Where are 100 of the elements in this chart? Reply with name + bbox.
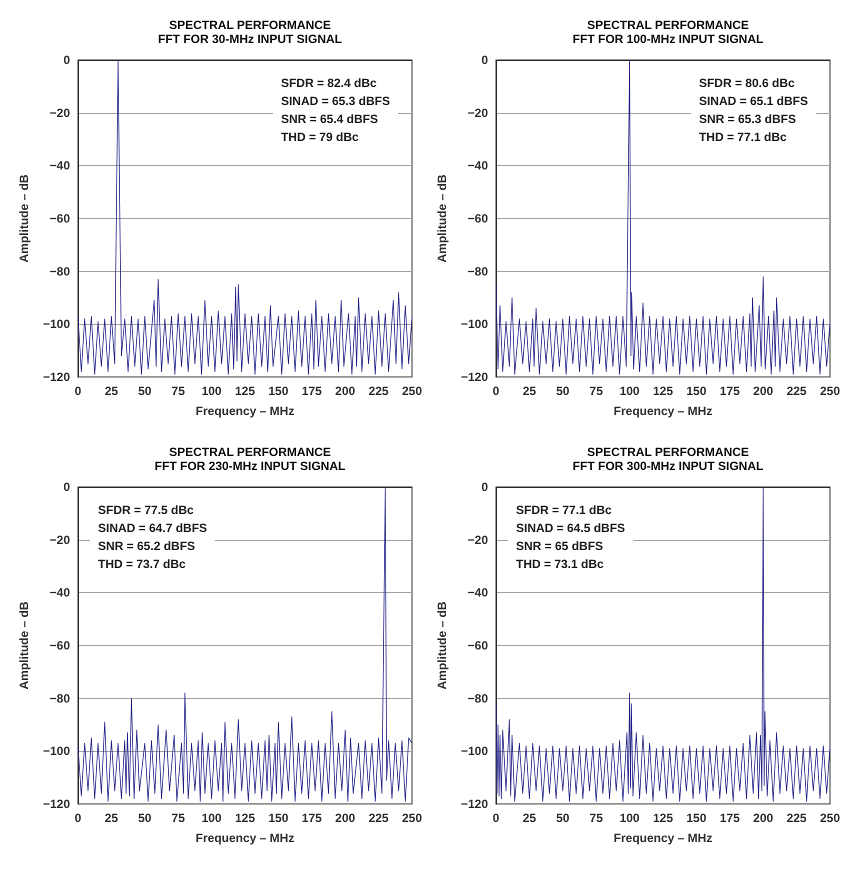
y-tick-label: −20 [468, 532, 488, 547]
x-tick-label: 175 [302, 811, 322, 825]
chart-subtitle: FFT FOR 230-MHz INPUT SIGNAL [154, 459, 346, 473]
annotation: SFDR = 80.6 dBc [698, 76, 795, 90]
y-tick-label: −100 [42, 317, 70, 332]
x-axis-title: Frequency – MHz [614, 404, 712, 418]
x-tick-label: 125 [234, 811, 256, 825]
y-tick-label: 0 [63, 480, 70, 494]
y-tick-label: −100 [460, 317, 488, 332]
chart-title: SPECTRAL PERFORMANCE [587, 18, 749, 32]
x-tick-label: 50 [138, 384, 152, 398]
x-tick-label: 100 [202, 384, 222, 398]
x-tick-label: 225 [368, 811, 389, 825]
annotation: SINAD = 65.3 dBFS [280, 94, 390, 108]
y-tick-label: −40 [50, 158, 70, 173]
x-tick-label: 75 [172, 811, 186, 825]
x-axis-title: Frequency – MHz [614, 831, 712, 845]
x-tick-label: 200 [753, 384, 774, 398]
x-tick-label: 25 [522, 811, 536, 825]
annotation: SNR = 65.2 dBFS [98, 539, 196, 553]
x-tick-label: 250 [820, 384, 840, 398]
y-tick-label: 0 [481, 53, 488, 67]
x-axis-title: Frequency – MHz [196, 831, 294, 845]
x-tick-label: 25 [104, 384, 118, 398]
y-tick-label: −60 [50, 638, 70, 652]
y-tick-label: −120 [460, 797, 488, 811]
chart-subtitle: FFT FOR 100-MHz INPUT SIGNAL [572, 32, 764, 46]
annotation: SINAD = 64.7 dBFS [98, 521, 208, 535]
y-axis-title: Amplitude – dB [17, 174, 31, 263]
y-tick-label: −60 [468, 212, 488, 226]
x-tick-label: 100 [202, 811, 222, 825]
y-tick-label: −80 [50, 691, 70, 706]
x-tick-label: 25 [104, 811, 118, 825]
y-tick-label: 0 [481, 480, 488, 494]
line-series [496, 486, 830, 802]
x-tick-label: 0 [492, 384, 500, 398]
y-tick-label: −120 [42, 797, 70, 811]
y-axis-title: Amplitude – dB [17, 601, 31, 690]
x-tick-label: 200 [335, 384, 356, 398]
x-tick-label: 50 [556, 811, 570, 825]
x-tick-label: 0 [74, 384, 82, 398]
y-tick-label: −60 [50, 212, 70, 226]
annotation: THD = 73.7 dBc [98, 557, 186, 571]
x-tick-label: 175 [302, 384, 322, 398]
y-tick-label: −120 [42, 370, 70, 384]
x-tick-label: 250 [402, 384, 422, 398]
y-tick-label: −40 [468, 586, 488, 600]
y-tick-label: 0 [63, 53, 70, 67]
annotation: SFDR = 77.1 dBc [516, 503, 612, 517]
chart-subtitle: FFT FOR 30-MHz INPUT SIGNAL [158, 32, 342, 46]
x-tick-label: 200 [753, 811, 774, 825]
y-tick-label: −100 [42, 744, 70, 758]
x-tick-label: 125 [652, 811, 674, 825]
x-tick-label: 50 [556, 384, 570, 398]
annotation: SNR = 65.4 dBFS [280, 112, 378, 126]
annotation: THD = 79 dBc [280, 130, 359, 144]
x-tick-label: 50 [138, 811, 152, 825]
y-tick-label: −20 [50, 106, 70, 120]
annotation: SNR = 65 dBFS [516, 539, 604, 553]
x-tick-label: 150 [686, 384, 707, 398]
chart-title: SPECTRAL PERFORMANCE [169, 18, 331, 32]
x-tick-label: 125 [652, 384, 674, 398]
x-tick-label: 0 [492, 811, 500, 825]
x-tick-label: 25 [522, 384, 536, 398]
x-tick-label: 75 [172, 384, 186, 398]
y-tick-label: −100 [460, 744, 488, 758]
x-tick-label: 225 [368, 384, 389, 398]
annotation: SFDR = 77.5 dBc [98, 503, 194, 517]
annotation: SFDR = 82.4 dBc [280, 76, 377, 90]
y-tick-label: −80 [468, 264, 488, 278]
x-tick-label: 175 [720, 384, 740, 398]
annotation: THD = 73.1 dBc [516, 557, 604, 571]
y-axis-title: Amplitude – dB [435, 601, 449, 690]
annotation: SNR = 65.3 dBFS [698, 112, 796, 126]
x-tick-label: 150 [268, 811, 289, 825]
x-tick-label: 0 [74, 811, 82, 825]
x-tick-label: 100 [620, 811, 640, 825]
annotation: THD = 77.1 dBc [698, 130, 787, 144]
x-tick-label: 125 [234, 384, 256, 398]
chart-title: SPECTRAL PERFORMANCE [587, 445, 749, 459]
line-series [496, 60, 830, 375]
x-tick-label: 250 [820, 811, 840, 825]
line-series [78, 60, 412, 375]
y-axis-title: Amplitude – dB [435, 174, 449, 263]
chart-title: SPECTRAL PERFORMANCE [169, 445, 331, 459]
x-axis-title: Frequency – MHz [196, 404, 294, 418]
y-tick-label: −80 [50, 264, 70, 278]
annotation: SINAD = 65.1 dBFS [698, 94, 808, 108]
x-tick-label: 75 [590, 811, 604, 825]
y-tick-label: −40 [50, 586, 70, 600]
x-tick-label: 225 [786, 384, 807, 398]
x-tick-label: 75 [590, 384, 604, 398]
x-tick-label: 150 [686, 811, 707, 825]
line-series [78, 486, 412, 802]
chart-subtitle: FFT FOR 300-MHz INPUT SIGNAL [572, 459, 764, 473]
x-tick-label: 175 [720, 811, 740, 825]
y-tick-label: −120 [460, 370, 488, 384]
y-tick-label: −20 [50, 532, 70, 547]
x-tick-label: 225 [786, 811, 807, 825]
x-tick-label: 250 [402, 811, 422, 825]
